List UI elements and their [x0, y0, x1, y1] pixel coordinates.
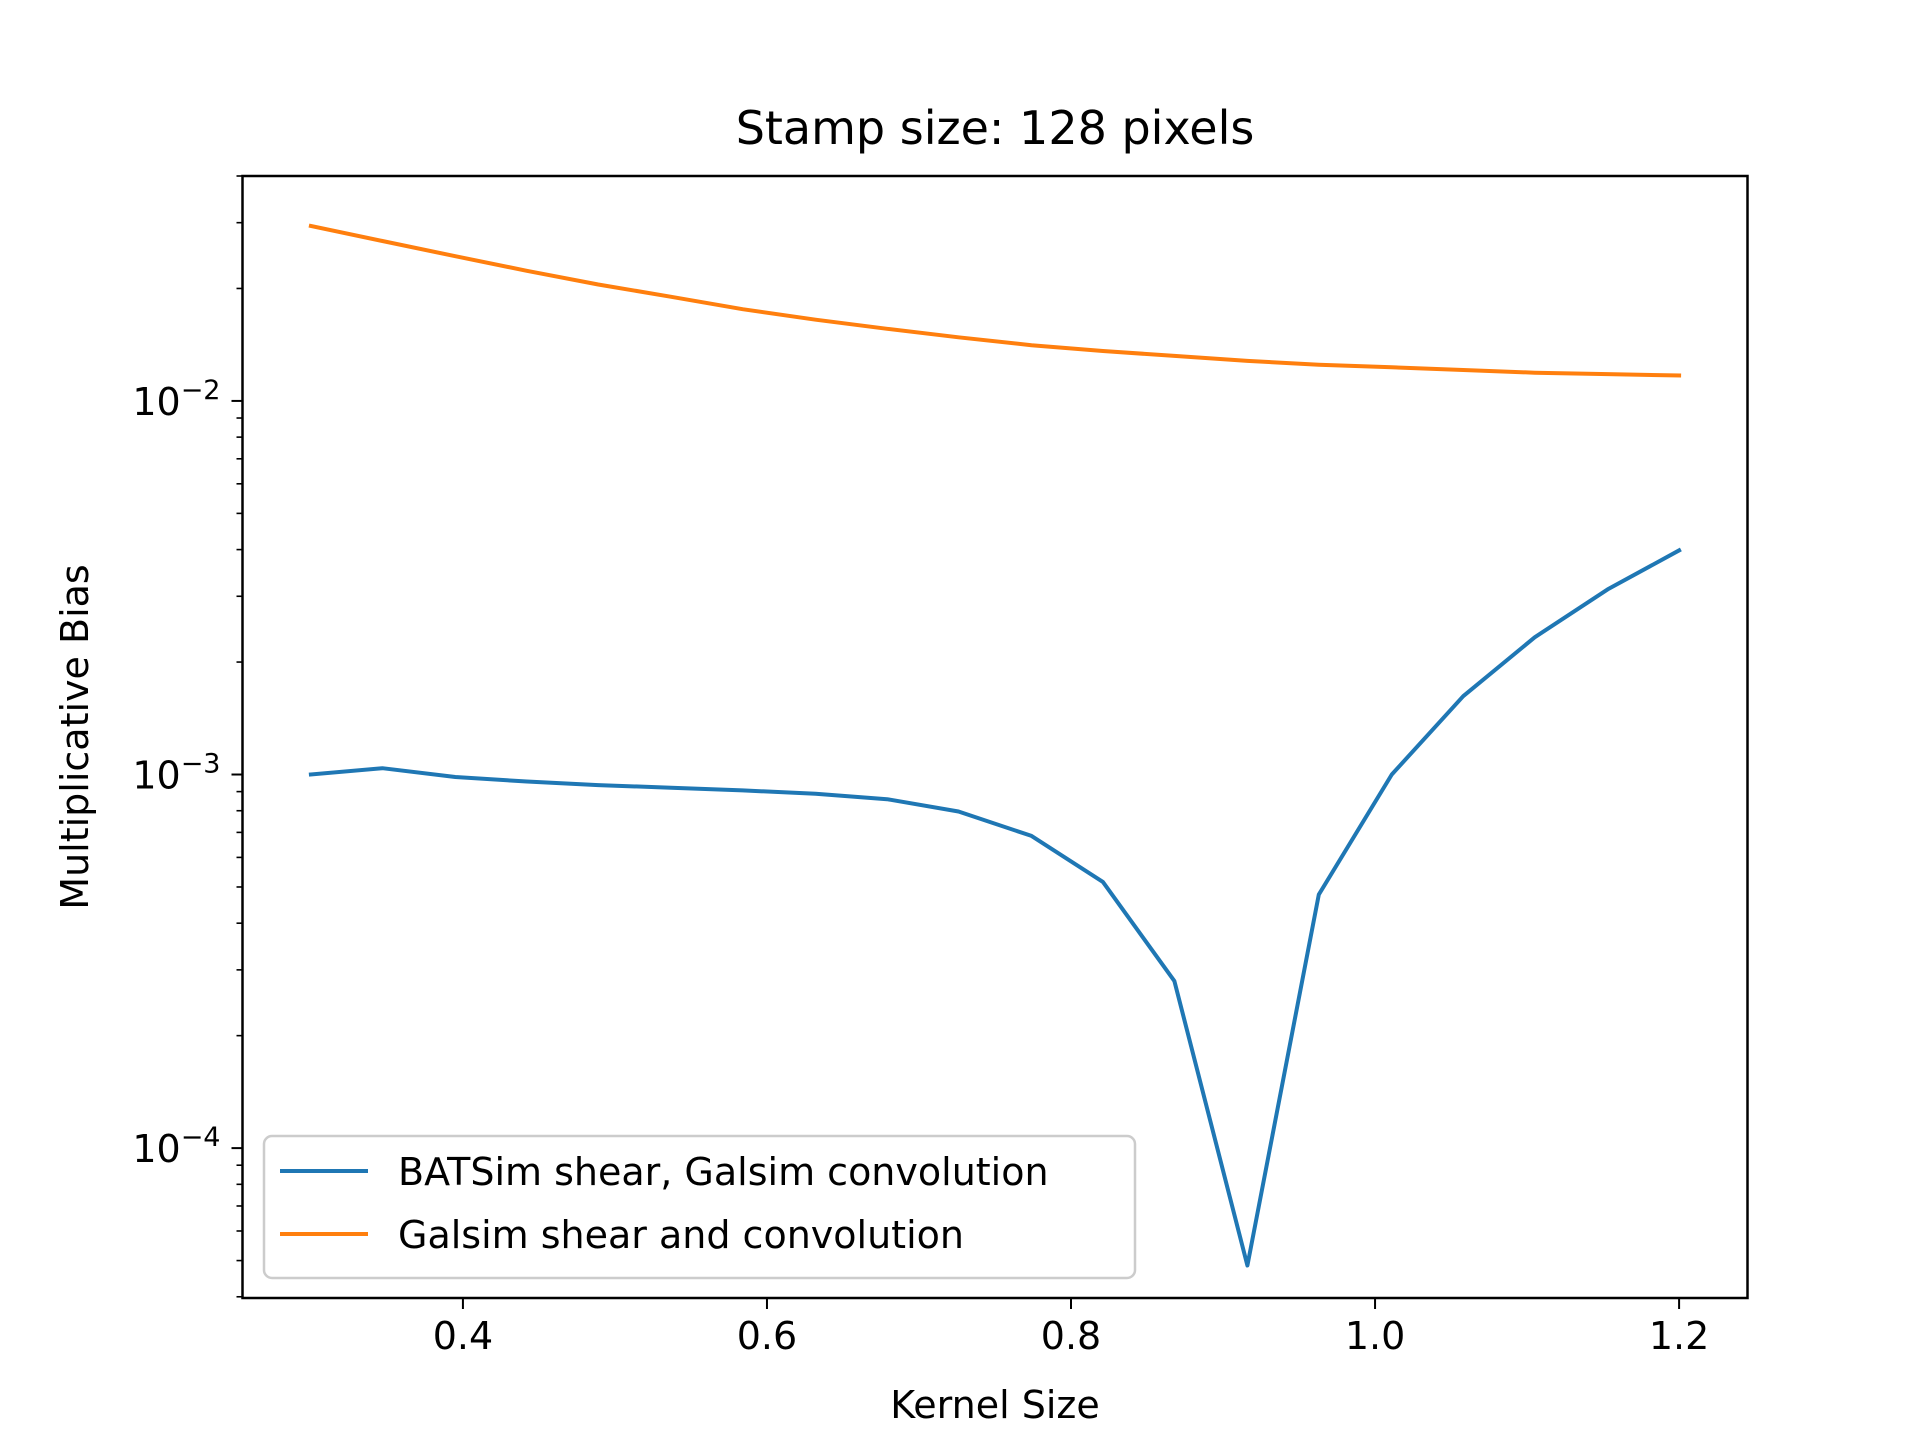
x-tick-label: 0.8 — [1041, 1314, 1101, 1358]
x-tick-label: 1.2 — [1649, 1314, 1709, 1358]
series-line-batsim — [308, 547, 1682, 1268]
x-tick-label: 0.4 — [433, 1314, 493, 1358]
plot-frame — [241, 174, 1749, 1300]
y-axis-ticks: 10−4 10−3 10−2 — [132, 375, 243, 1171]
x-axis-label: Kernel Size — [890, 1383, 1099, 1427]
plot-area — [308, 223, 1682, 1268]
y-tick-label: 10−3 — [132, 749, 220, 798]
legend-label-galsim: Galsim shear and convolution — [398, 1213, 964, 1257]
series-line-galsim — [308, 223, 1682, 378]
legend-label-batsim: BATSim shear, Galsim convolution — [398, 1150, 1049, 1194]
x-tick-label: 1.0 — [1345, 1314, 1405, 1358]
legend: BATSim shear, Galsim convolution Galsim … — [262, 1134, 1137, 1280]
y-tick-label: 10−4 — [132, 1122, 220, 1171]
legend-box — [262, 1134, 1137, 1280]
y-axis-label: Multiplicative Bias — [53, 564, 97, 909]
y-tick-label: 10−2 — [132, 375, 220, 424]
x-axis-ticks: 0.4 0.6 0.8 1.0 1.2 — [433, 1298, 1709, 1358]
x-tick-label: 0.6 — [737, 1314, 797, 1358]
chart-title: Stamp size: 128 pixels — [736, 101, 1255, 155]
